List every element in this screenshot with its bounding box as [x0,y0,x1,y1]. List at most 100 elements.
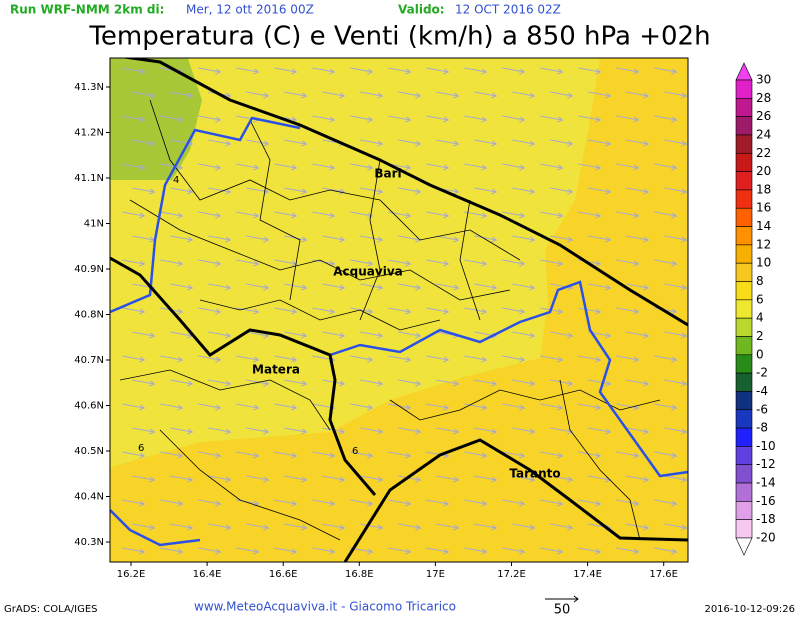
wind-arrow-head [453,524,460,531]
colorbar-bin [735,427,753,447]
wind-arrow-head [225,188,232,195]
wind-arrow-head [643,524,650,531]
wind-arrow [208,283,231,289]
wind-arrow [616,355,639,361]
wind-arrow [360,187,383,193]
wind-arrow-head [177,548,184,555]
wind-arrow [122,355,145,361]
wind-arrow-head [177,500,184,507]
wind-arrow [246,475,269,481]
colorbar-bin [735,207,753,227]
wind-arrow-head [367,356,374,363]
wind-arrow-head [339,428,346,435]
wind-arrow [122,451,145,457]
wind-arrow [122,499,145,505]
wind-arrow-head [415,476,422,483]
wind-arrow [398,523,421,529]
map-frame [109,57,689,563]
contour-label: 6 [138,443,144,454]
wind-arrow-head [443,68,450,75]
wind-arrow-head [529,188,536,195]
wind-arrow [274,499,297,505]
wind-arrow-head [481,308,488,315]
wind-arrow [160,259,183,265]
wind-arrow-head [633,308,640,315]
wind-arrow-head [443,404,450,411]
temp-field-warm [110,58,688,562]
lon-label: 16.4E [193,569,222,580]
colorbar-label: 22 [756,146,771,160]
wind-arrow [436,283,459,289]
wind-arrow-head [301,332,308,339]
wind-arrow [588,475,611,481]
wind-arrow-head [405,500,412,507]
wind-arrow-head [529,284,536,291]
wind-arrow [550,523,573,529]
wind-arrow-head [481,548,488,555]
wind-arrow-head [681,92,688,99]
wind-arrow [284,91,307,97]
wind-arrow [512,331,535,337]
wind-arrow [132,379,155,385]
wind-arrow [198,499,221,505]
wind-arrow [550,187,573,193]
wind-arrow [360,283,383,289]
wind-arrow [322,475,345,481]
wind-arrow-head [453,476,460,483]
wind-arrow [132,235,155,241]
wind-arrow [274,355,297,361]
wind-arrow-head [149,332,156,339]
wind-arrow [512,475,535,481]
city-label: Taranto [509,467,560,481]
wind-arrow [246,91,269,97]
wind-arrow-head [633,116,640,123]
wind-arrow-head [415,284,422,291]
wind-arrow-head [529,236,536,243]
wind-arrow [274,259,297,265]
wind-arrow [360,523,383,529]
wind-arrow-head [415,332,422,339]
wind-arrow-head [595,260,602,267]
wind-arrow-head [605,332,612,339]
wind-arrow [322,283,345,289]
colorbar-label: 10 [756,256,771,270]
colorbar-bin [735,134,753,154]
wind-arrow [474,139,497,145]
wind-arrow [208,427,231,433]
wind-arrow-head [643,92,650,99]
wind-arrow [398,91,421,97]
wind-arrow [360,91,383,97]
wind-arrow [464,403,487,409]
wind-arrow-head [339,524,346,531]
wind-arrow-head [253,452,260,459]
wind-arrow-head [177,164,184,171]
wind-arrow [616,403,639,409]
wind-arrow-head [367,404,374,411]
wind-arrow [132,523,155,529]
wind-arrow [436,523,459,529]
colorbar-label: 28 [756,91,771,105]
wind-arrow-head [139,164,146,171]
wind-arrow [398,283,421,289]
wind-arrow [160,211,183,217]
wind-arrow-head [263,140,270,147]
wind-arrow [464,499,487,505]
colorbar-bin [735,189,753,209]
wind-arrow-head [491,428,498,435]
wind-arrow [426,211,449,217]
wind-arrow [626,379,649,385]
wind-arrow [426,499,449,505]
wind-arrow-head [529,524,536,531]
wind-arrow [322,331,345,337]
wind-arrow-head [633,164,640,171]
contour-label: 4 [173,175,179,186]
wind-arrow [170,379,193,385]
wind-arrow-head [291,452,298,459]
wind-arrow-head [329,308,336,315]
wind-arrow-head [139,116,146,123]
wind-arrow-head [215,212,222,219]
wind-arrow-head [215,308,222,315]
wind-arrow [122,307,145,313]
valid-label: Valido: [398,3,445,17]
wind-arrow [350,451,373,457]
